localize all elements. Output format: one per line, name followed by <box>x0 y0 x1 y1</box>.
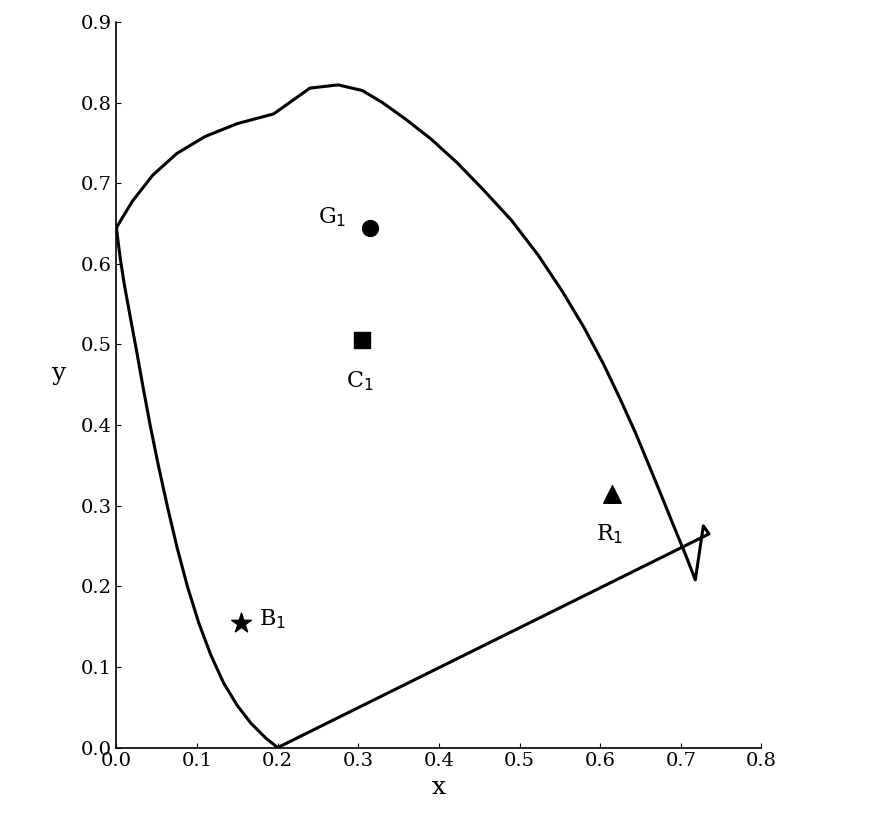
Text: G$_1$: G$_1$ <box>318 206 346 230</box>
Y-axis label: y: y <box>52 361 66 385</box>
Point <box>234 616 248 629</box>
Point <box>606 487 620 500</box>
Point <box>356 334 370 347</box>
Point <box>364 221 378 234</box>
Text: C$_1$: C$_1$ <box>346 370 374 393</box>
Text: B$_1$: B$_1$ <box>259 607 286 631</box>
Text: R$_1$: R$_1$ <box>596 523 623 546</box>
X-axis label: x: x <box>432 776 446 799</box>
